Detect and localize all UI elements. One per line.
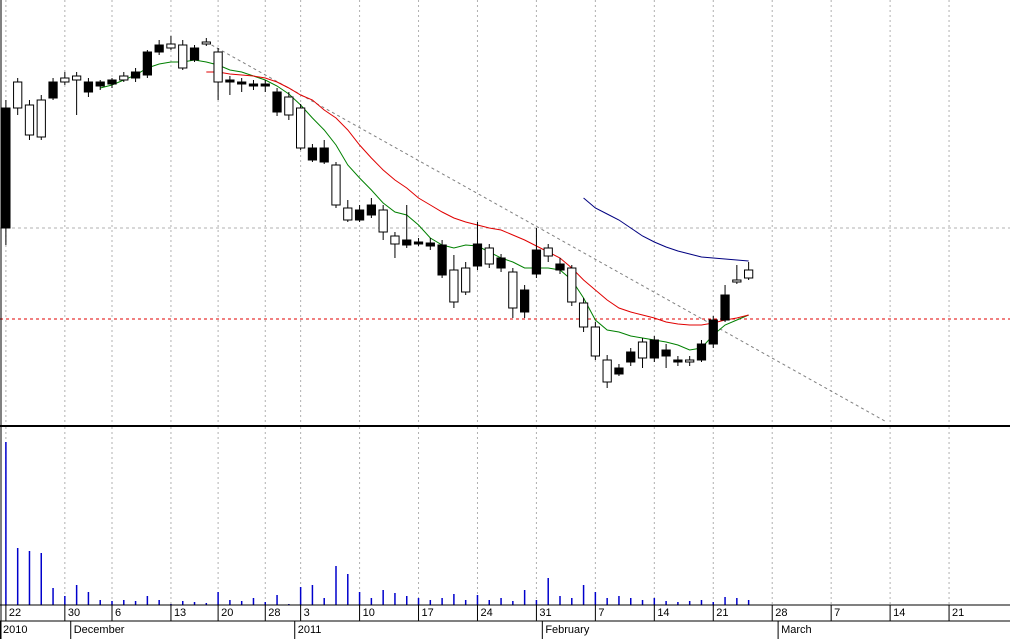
candle-body bbox=[343, 207, 353, 221]
candle-body bbox=[708, 319, 718, 345]
candle-body bbox=[685, 359, 695, 363]
candle-body bbox=[248, 83, 259, 87]
candle-body bbox=[484, 247, 494, 265]
x-tick-label: 7 bbox=[834, 607, 840, 619]
candle-body bbox=[154, 44, 164, 53]
candle-body bbox=[720, 294, 730, 321]
x-tick-label: 14 bbox=[657, 607, 669, 619]
candle-body bbox=[366, 204, 376, 216]
x-tick-label: 13 bbox=[174, 607, 186, 619]
candle-body bbox=[614, 367, 624, 375]
candle-body bbox=[24, 104, 35, 136]
moving-average bbox=[100, 59, 749, 351]
candle-body bbox=[696, 343, 707, 361]
candle-body bbox=[413, 241, 424, 245]
candle-body bbox=[48, 81, 58, 99]
x-tick-label: 28 bbox=[775, 607, 787, 619]
candle-body bbox=[319, 147, 329, 163]
candle-body bbox=[590, 326, 600, 357]
x-tick-label: 14 bbox=[893, 607, 905, 619]
candle-body bbox=[142, 51, 152, 76]
candle-body bbox=[60, 77, 70, 83]
x-tick-label: 31 bbox=[539, 607, 551, 619]
x-tick-label: 28 bbox=[268, 607, 280, 619]
candle-body bbox=[673, 359, 683, 363]
candle-body bbox=[284, 96, 294, 116]
month-label: 2010 bbox=[3, 624, 27, 636]
x-tick-label: 21 bbox=[716, 607, 728, 619]
candle-body bbox=[107, 79, 117, 85]
candle-body bbox=[555, 263, 565, 271]
candle-body bbox=[649, 339, 659, 359]
candle-body bbox=[449, 269, 459, 303]
candle-body bbox=[72, 75, 82, 81]
candle-body bbox=[83, 81, 94, 93]
x-tick-label: 22 bbox=[9, 607, 21, 619]
candle-body bbox=[1, 107, 11, 229]
candle-body bbox=[201, 41, 211, 45]
candle-body bbox=[531, 249, 542, 275]
month-label: December bbox=[74, 624, 125, 636]
x-tick-label: 30 bbox=[68, 607, 80, 619]
candle-body bbox=[260, 83, 270, 87]
candle-body bbox=[307, 147, 318, 161]
candle-body bbox=[213, 51, 223, 83]
x-tick-label: 20 bbox=[221, 607, 233, 619]
candle-body bbox=[166, 43, 176, 49]
candle-body bbox=[732, 279, 742, 283]
candle-body bbox=[425, 242, 435, 247]
candle-body bbox=[602, 359, 612, 383]
candle-body bbox=[354, 209, 365, 221]
x-tick-label: 24 bbox=[480, 607, 492, 619]
x-tick-label: 21 bbox=[952, 607, 964, 619]
candle-body bbox=[296, 107, 306, 149]
candle-body bbox=[130, 71, 141, 79]
candle-body bbox=[189, 47, 200, 61]
month-label: February bbox=[545, 624, 590, 636]
candle-body bbox=[578, 302, 589, 328]
candle-body bbox=[331, 164, 341, 206]
moving-average bbox=[583, 197, 749, 262]
candle-body bbox=[520, 289, 530, 313]
candle-body bbox=[178, 44, 188, 69]
candle-body bbox=[437, 244, 447, 276]
candle-body bbox=[36, 99, 46, 138]
x-tick-label: 3 bbox=[304, 607, 310, 619]
candle-body bbox=[543, 247, 553, 257]
x-tick-label: 7 bbox=[598, 607, 604, 619]
candle-body bbox=[567, 267, 577, 303]
candle-body bbox=[744, 269, 754, 279]
candle-body bbox=[472, 243, 483, 267]
candle-body bbox=[508, 271, 518, 309]
candle-body bbox=[225, 79, 235, 83]
candle-body bbox=[390, 235, 400, 245]
candle-body bbox=[637, 341, 648, 359]
trend-line bbox=[206, 41, 887, 423]
x-tick-label: 17 bbox=[422, 607, 434, 619]
candle-body bbox=[378, 209, 388, 233]
candle-body bbox=[13, 81, 23, 109]
x-tick-label: 6 bbox=[115, 607, 121, 619]
candle-body bbox=[95, 81, 105, 87]
month-label: 2011 bbox=[298, 624, 322, 636]
candle-body bbox=[496, 257, 506, 269]
candle-body bbox=[626, 351, 636, 363]
candle-body bbox=[272, 91, 282, 113]
candle-body bbox=[461, 267, 471, 293]
month-label: March bbox=[781, 624, 812, 636]
x-tick-label: 10 bbox=[363, 607, 375, 619]
candle-body bbox=[402, 239, 412, 246]
candle-body bbox=[119, 75, 129, 81]
candle-body bbox=[661, 349, 671, 357]
candle-body bbox=[237, 81, 247, 85]
